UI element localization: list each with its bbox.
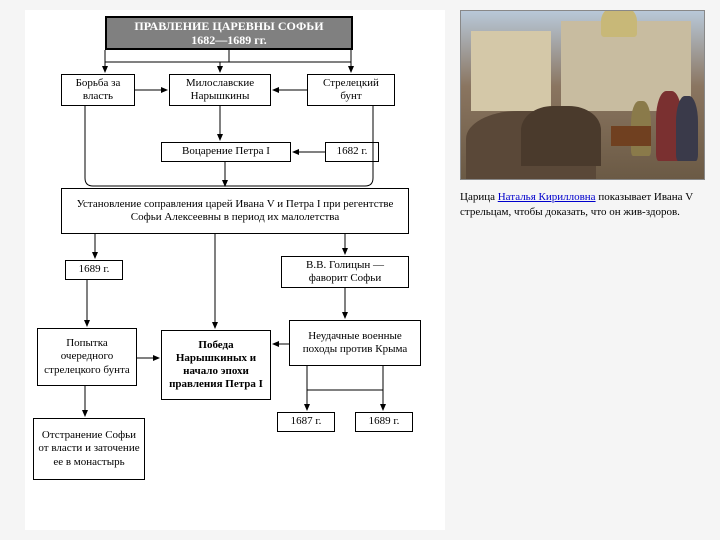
node-popyt: Попытка очередного стрелецкого бунта: [37, 328, 137, 386]
caption-t1: Царица: [460, 191, 498, 203]
node-golit: В.В. Голицын — фаворит Софьи: [281, 256, 409, 288]
node-1682: 1682 г.: [325, 142, 379, 162]
node-1689: 1689 г.: [65, 260, 123, 280]
caption-link[interactable]: Наталья Кирилловна: [498, 191, 596, 203]
node-pobeda: Победа Нарышкиных и начало эпохи правлен…: [161, 330, 271, 400]
node-strel: Стрелецкий бунт: [307, 74, 395, 106]
header-line1: ПРАВЛЕНИЕ ЦАРЕВНЫ СОФЬИ: [134, 19, 323, 33]
header-line2: 1682—1689 гг.: [191, 33, 267, 47]
node-neud: Неудачные военные походы против Крыма: [289, 320, 421, 366]
node-ustan: Установление соправления царей Ивана V и…: [61, 188, 409, 234]
node-votsar: Воцарение Петра I: [161, 142, 291, 162]
painting-image: [460, 10, 705, 180]
flowchart-diagram: ПРАВЛЕНИЕ ЦАРЕВНЫ СОФЬИ 1682—1689 гг. Бо…: [25, 10, 445, 530]
node-otstr: Отстранение Софьи от власти и заточение …: [33, 418, 145, 480]
node-milo: Милославские Нарышкины: [169, 74, 271, 106]
painting-caption: Царица Наталья Кирилловна показывает Ива…: [460, 190, 705, 220]
header-box: ПРАВЛЕНИЕ ЦАРЕВНЫ СОФЬИ 1682—1689 гг.: [105, 16, 353, 50]
node-1687: 1687 г.: [277, 412, 335, 432]
node-borba: Борьба за власть: [61, 74, 135, 106]
node-1689b: 1689 г.: [355, 412, 413, 432]
